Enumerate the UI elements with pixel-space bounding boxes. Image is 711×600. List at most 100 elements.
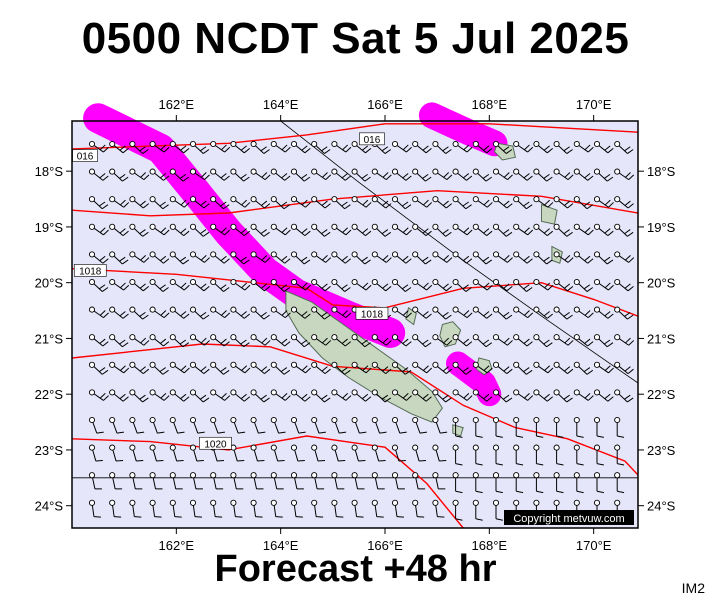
barb-feather [543, 145, 550, 151]
wind-barb [290, 416, 306, 434]
isobar-label-box [359, 132, 385, 146]
wind-barb [230, 278, 251, 291]
wind-barb [371, 361, 392, 374]
barb-station-circle [593, 472, 601, 479]
barb-station-circle [472, 278, 479, 286]
wind-barb [391, 416, 407, 434]
wind-barb [412, 472, 426, 490]
barb-station-circle [391, 168, 399, 175]
barb-feather [120, 199, 126, 206]
barb-station-circle [432, 196, 439, 203]
wind-barb [290, 444, 305, 462]
barb-station-circle [614, 472, 621, 479]
lon-label-bottom: 164°E [263, 538, 299, 553]
barb-station-circle [109, 444, 116, 451]
wind-barb [593, 251, 614, 265]
barb-station-circle [492, 416, 500, 424]
barb-feather [119, 256, 126, 262]
barb-feather [566, 314, 573, 320]
barb-feather [567, 368, 574, 374]
barb-feather [440, 431, 448, 434]
barb-station-circle [371, 472, 378, 479]
barb-feather [442, 283, 449, 289]
barb-feather [486, 284, 493, 291]
barb-feather [576, 490, 584, 494]
barb-feather [443, 254, 450, 261]
wind-barb [169, 168, 190, 182]
barb-station-circle [593, 416, 601, 424]
barb-station-circle [614, 334, 621, 341]
barb-station-circle [331, 444, 338, 451]
barb-feather [122, 396, 129, 402]
wind-barb [533, 251, 553, 265]
barb-station-circle [109, 499, 116, 506]
barb-feather [564, 366, 571, 372]
barb-feather [103, 395, 109, 401]
barb-feather [277, 460, 285, 462]
barb-station-circle [391, 361, 399, 368]
barb-station-circle [129, 278, 136, 286]
wind-barb [492, 389, 513, 403]
wind-barb [614, 140, 634, 154]
wind-barb [371, 278, 392, 292]
barb-feather [523, 255, 530, 262]
barb-feather [604, 256, 611, 262]
barb-station-circle [189, 223, 197, 230]
barb-station-circle [573, 361, 580, 368]
barb-feather [160, 227, 167, 233]
barb-feather [608, 367, 614, 374]
barb-feather [241, 199, 248, 206]
barb-feather [506, 285, 513, 292]
wind-barb [452, 251, 473, 264]
barb-station-circle [573, 251, 580, 258]
wind-barb [351, 416, 367, 434]
barb-station-circle [553, 389, 560, 396]
barb-feather [463, 173, 470, 179]
barb-feather [362, 145, 369, 151]
barb-feather [324, 314, 331, 320]
wind-barb [88, 499, 101, 518]
barb-station-circle [432, 389, 439, 396]
wind-barb [573, 472, 584, 494]
barb-station-circle [412, 196, 419, 203]
barb-feather [140, 172, 147, 178]
barb-feather [422, 311, 429, 317]
barb-feather [466, 229, 473, 236]
wind-barb [169, 416, 185, 434]
barb-feather [606, 176, 614, 182]
barb-feather [507, 340, 513, 346]
wind-barb [250, 389, 270, 403]
barb-station-circle [412, 140, 419, 148]
wind-barb [452, 416, 463, 438]
barb-station-circle [553, 278, 560, 286]
barb-station-circle [573, 168, 580, 175]
wind-barb [149, 334, 170, 347]
barb-feather [200, 229, 207, 235]
barb-station-circle [210, 499, 217, 506]
wind-barb [351, 223, 372, 236]
barb-feather [362, 282, 369, 289]
wind-barb [250, 444, 265, 462]
barb-feather [140, 337, 147, 344]
lat-label-left: 21°S [35, 331, 64, 346]
barb-feather [179, 256, 187, 262]
barb-feather [463, 338, 470, 344]
barb-feather [240, 393, 247, 400]
barb-feather [506, 203, 513, 209]
barb-station-circle [290, 389, 298, 396]
barb-feather [139, 229, 146, 235]
barb-station-circle [270, 196, 277, 203]
wind-barb [412, 140, 432, 154]
wind-barb [331, 251, 352, 264]
wind-barb [189, 499, 202, 518]
barb-feather [587, 175, 594, 181]
wind-barb [513, 306, 534, 319]
wind-barb [593, 196, 614, 208]
wind-barb [371, 334, 392, 346]
barb-feather [617, 435, 625, 438]
barb-feather [157, 431, 165, 434]
wind-barb [88, 223, 109, 236]
barb-feather [402, 255, 409, 262]
barb-feather [183, 202, 190, 208]
barb-feather [263, 314, 270, 320]
